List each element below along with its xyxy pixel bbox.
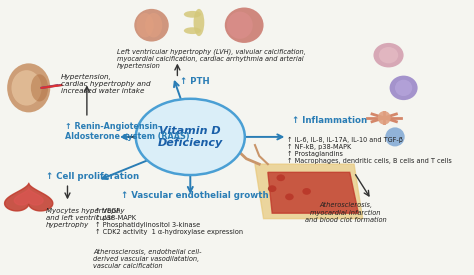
Ellipse shape [11,70,42,106]
Polygon shape [5,183,53,211]
Ellipse shape [145,13,162,37]
Polygon shape [255,164,363,219]
Ellipse shape [136,99,245,175]
Ellipse shape [184,11,201,18]
Text: Atherosclerosis,
myocardial infarction
and blood clot formation: Atherosclerosis, myocardial infarction a… [305,202,386,222]
Ellipse shape [7,63,50,112]
Text: ↑ VEGF
↑ p38-MAPK
↑ Phosphatidylinositol 3-kinase
↑ CDK2 activity  1 α-hydroxyla: ↑ VEGF ↑ p38-MAPK ↑ Phosphatidylinositol… [95,208,244,235]
Text: ↑ Vascular endothelial growth: ↑ Vascular endothelial growth [121,191,269,200]
Ellipse shape [385,127,405,147]
Text: Vitamin D
Deficiency: Vitamin D Deficiency [158,126,223,148]
Ellipse shape [285,193,294,200]
Ellipse shape [379,47,398,63]
Ellipse shape [395,80,412,96]
Polygon shape [14,188,43,205]
Ellipse shape [184,27,201,34]
Ellipse shape [137,13,154,37]
Text: ↑ Renin-Angiotensin-
Aldosterone system (RAAS): ↑ Renin-Angiotensin- Aldosterone system … [65,122,190,141]
Text: ↑ IL-6, IL-8, IL-17A, IL-10 and TGF-β
↑ NF-kB, p38-MAPK
↑ Prostaglandins
↑ Macro: ↑ IL-6, IL-8, IL-17A, IL-10 and TGF-β ↑ … [287,137,452,164]
Ellipse shape [225,7,264,43]
Ellipse shape [378,111,391,125]
Text: ↑ Inflammation: ↑ Inflammation [292,116,367,125]
Ellipse shape [302,188,311,195]
Text: Atherosclerosis, endothelial cell-
derived vascular vasodilatation,
vascular cal: Atherosclerosis, endothelial cell- deriv… [93,249,202,269]
Ellipse shape [390,76,418,100]
Polygon shape [268,172,358,213]
Ellipse shape [227,12,253,39]
Text: Hypertension,
cardiac hypertrophy and
increased water intake: Hypertension, cardiac hypertrophy and in… [61,74,151,95]
Ellipse shape [31,74,48,101]
Text: ↑ PTH: ↑ PTH [180,76,209,86]
Ellipse shape [134,9,169,42]
Text: ↑ Cell proliferation: ↑ Cell proliferation [46,172,139,181]
Ellipse shape [276,174,285,181]
Text: Left ventricular hypertrophy (LVH), valvular calcification,
myocardial calcifica: Left ventricular hypertrophy (LVH), valv… [117,48,306,69]
Ellipse shape [268,185,276,192]
Text: Myocytes hypertrophy
and left ventricular
hypertrophy: Myocytes hypertrophy and left ventricula… [46,208,125,228]
Ellipse shape [193,9,204,36]
Ellipse shape [374,43,403,67]
